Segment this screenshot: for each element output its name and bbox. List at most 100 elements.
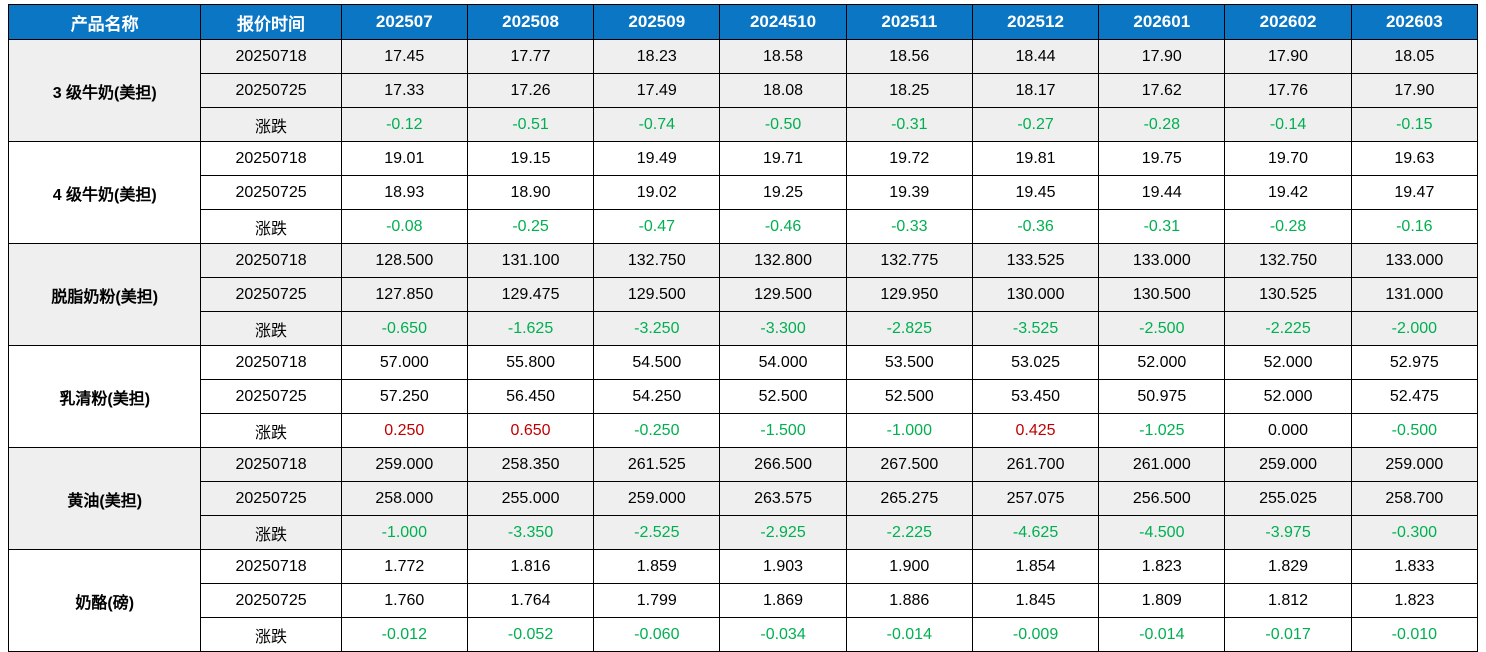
change-value-cell[interactable]: -0.08 [340, 209, 468, 244]
change-value-cell[interactable]: -0.052 [466, 617, 595, 652]
price-value-cell[interactable]: 129.950 [845, 277, 973, 312]
price-value-cell[interactable]: 263.575 [719, 481, 847, 516]
price-value-cell[interactable]: 56.450 [466, 379, 595, 414]
price-value-cell[interactable]: 133.000 [1350, 243, 1479, 278]
price-value-cell[interactable]: 54.250 [593, 379, 721, 414]
quote-date-cell[interactable]: 20250718 [200, 447, 342, 482]
price-value-cell[interactable]: 266.500 [719, 447, 847, 482]
price-value-cell[interactable]: 18.58 [719, 39, 847, 74]
product-name-cell[interactable]: 乳清粉(美担) [7, 345, 202, 448]
change-value-cell[interactable]: -0.28 [1224, 209, 1352, 244]
price-value-cell[interactable]: 1.900 [845, 549, 973, 584]
price-value-cell[interactable]: 53.025 [971, 345, 1100, 380]
price-value-cell[interactable]: 19.70 [1224, 141, 1352, 176]
price-value-cell[interactable]: 17.90 [1098, 39, 1226, 74]
change-value-cell[interactable]: -3.350 [466, 515, 595, 550]
price-value-cell[interactable]: 1.845 [971, 583, 1100, 618]
price-value-cell[interactable]: 261.000 [1098, 447, 1226, 482]
change-value-cell[interactable]: -0.014 [845, 617, 973, 652]
price-value-cell[interactable]: 19.25 [719, 175, 847, 210]
price-value-cell[interactable]: 17.26 [466, 73, 595, 108]
price-value-cell[interactable]: 1.829 [1224, 549, 1352, 584]
price-value-cell[interactable]: 50.975 [1098, 379, 1226, 414]
price-value-cell[interactable]: 132.800 [719, 243, 847, 278]
price-value-cell[interactable]: 127.850 [340, 277, 468, 312]
quote-date-cell[interactable]: 20250725 [200, 481, 342, 516]
price-value-cell[interactable]: 132.750 [1224, 243, 1352, 278]
price-value-cell[interactable]: 258.350 [466, 447, 595, 482]
change-value-cell[interactable]: -0.500 [1350, 413, 1479, 448]
change-value-cell[interactable]: -2.525 [593, 515, 721, 550]
change-value-cell[interactable]: -0.33 [845, 209, 973, 244]
change-value-cell[interactable]: -0.034 [719, 617, 847, 652]
price-value-cell[interactable]: 52.000 [1224, 379, 1352, 414]
price-value-cell[interactable]: 1.859 [593, 549, 721, 584]
product-name-cell[interactable]: 黄油(美担) [7, 447, 202, 550]
change-value-cell[interactable]: -0.51 [466, 107, 595, 142]
price-value-cell[interactable]: 131.100 [466, 243, 595, 278]
price-value-cell[interactable]: 1.772 [340, 549, 468, 584]
change-value-cell[interactable]: -0.31 [1098, 209, 1226, 244]
change-value-cell[interactable]: -0.009 [971, 617, 1100, 652]
price-value-cell[interactable]: 267.500 [845, 447, 973, 482]
column-header[interactable]: 202602 [1224, 4, 1352, 40]
price-value-cell[interactable]: 18.17 [971, 73, 1100, 108]
price-value-cell[interactable]: 1.854 [971, 549, 1100, 584]
price-value-cell[interactable]: 259.000 [1350, 447, 1479, 482]
price-value-cell[interactable]: 18.93 [340, 175, 468, 210]
column-header[interactable]: 2024510 [719, 4, 847, 40]
price-value-cell[interactable]: 1.833 [1350, 549, 1479, 584]
product-name-cell[interactable]: 3 级牛奶(美担) [7, 39, 202, 142]
column-header[interactable]: 202509 [593, 4, 721, 40]
quote-date-cell[interactable]: 20250718 [200, 345, 342, 380]
price-value-cell[interactable]: 17.62 [1098, 73, 1226, 108]
price-value-cell[interactable]: 52.500 [719, 379, 847, 414]
price-value-cell[interactable]: 1.816 [466, 549, 595, 584]
change-value-cell[interactable]: 0.425 [971, 413, 1100, 448]
price-value-cell[interactable]: 255.000 [466, 481, 595, 516]
change-value-cell[interactable]: -0.47 [593, 209, 721, 244]
change-label-cell[interactable]: 涨跌 [200, 311, 342, 346]
column-header[interactable]: 202603 [1350, 4, 1479, 40]
quote-date-cell[interactable]: 20250725 [200, 583, 342, 618]
price-value-cell[interactable]: 257.075 [971, 481, 1100, 516]
change-value-cell[interactable]: -0.16 [1350, 209, 1479, 244]
price-value-cell[interactable]: 17.90 [1350, 73, 1479, 108]
price-value-cell[interactable]: 52.000 [1224, 345, 1352, 380]
price-value-cell[interactable]: 130.525 [1224, 277, 1352, 312]
price-value-cell[interactable]: 17.76 [1224, 73, 1352, 108]
change-value-cell[interactable]: -2.225 [1224, 311, 1352, 346]
price-value-cell[interactable]: 261.525 [593, 447, 721, 482]
price-value-cell[interactable]: 129.500 [719, 277, 847, 312]
price-value-cell[interactable]: 53.450 [971, 379, 1100, 414]
change-value-cell[interactable]: -0.650 [340, 311, 468, 346]
price-value-cell[interactable]: 18.05 [1350, 39, 1479, 74]
price-value-cell[interactable]: 19.02 [593, 175, 721, 210]
price-value-cell[interactable]: 1.823 [1350, 583, 1479, 618]
change-value-cell[interactable]: -2.825 [845, 311, 973, 346]
price-value-cell[interactable]: 261.700 [971, 447, 1100, 482]
price-value-cell[interactable]: 1.809 [1098, 583, 1226, 618]
price-value-cell[interactable]: 1.760 [340, 583, 468, 618]
price-value-cell[interactable]: 17.77 [466, 39, 595, 74]
quote-date-cell[interactable]: 20250725 [200, 379, 342, 414]
change-label-cell[interactable]: 涨跌 [200, 617, 342, 652]
product-name-cell[interactable]: 4 级牛奶(美担) [7, 141, 202, 244]
change-value-cell[interactable]: -4.625 [971, 515, 1100, 550]
price-value-cell[interactable]: 128.500 [340, 243, 468, 278]
change-value-cell[interactable]: -1.500 [719, 413, 847, 448]
price-value-cell[interactable]: 19.39 [845, 175, 973, 210]
change-value-cell[interactable]: -2.925 [719, 515, 847, 550]
quote-date-cell[interactable]: 20250725 [200, 175, 342, 210]
change-value-cell[interactable]: -0.017 [1224, 617, 1352, 652]
change-value-cell[interactable]: -3.250 [593, 311, 721, 346]
quote-date-cell[interactable]: 20250725 [200, 73, 342, 108]
price-value-cell[interactable]: 17.33 [340, 73, 468, 108]
price-value-cell[interactable]: 18.08 [719, 73, 847, 108]
change-value-cell[interactable]: -3.975 [1224, 515, 1352, 550]
price-value-cell[interactable]: 18.25 [845, 73, 973, 108]
change-value-cell[interactable]: -2.225 [845, 515, 973, 550]
price-value-cell[interactable]: 19.81 [971, 141, 1100, 176]
price-value-cell[interactable]: 17.49 [593, 73, 721, 108]
price-value-cell[interactable]: 1.823 [1098, 549, 1226, 584]
